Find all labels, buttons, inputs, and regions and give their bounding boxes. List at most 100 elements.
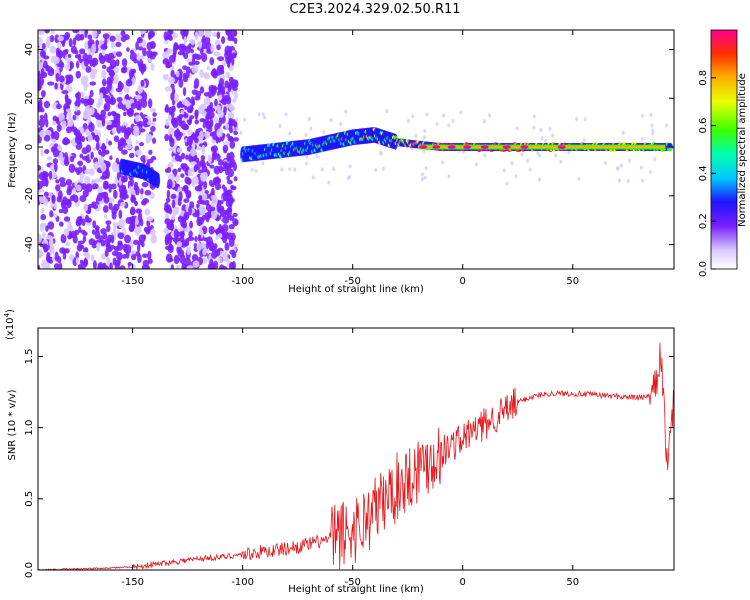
noise-cell	[200, 172, 205, 181]
noise-cell	[510, 161, 514, 166]
noise-cell	[201, 110, 207, 117]
noise-cell	[223, 106, 227, 113]
noise-cell	[212, 130, 218, 141]
noise-cell	[60, 233, 67, 244]
noise-cell	[57, 35, 64, 42]
noise-cell	[98, 156, 105, 164]
noise-cell	[168, 76, 176, 85]
noise-cell	[48, 170, 53, 180]
noise-cell	[201, 38, 205, 44]
noise-cell	[169, 222, 174, 231]
noise-cell	[217, 233, 223, 239]
noise-cell	[186, 265, 194, 269]
signal-cell	[155, 173, 160, 178]
x-tick-label: -50	[345, 577, 361, 588]
noise-cell	[65, 179, 73, 186]
noise-cell	[49, 244, 55, 255]
noise-cell	[58, 262, 63, 269]
noise-cell	[207, 90, 213, 99]
noise-cell	[183, 36, 188, 45]
noise-cell	[106, 243, 111, 252]
noise-cell	[168, 106, 174, 115]
noise-cell	[54, 251, 59, 262]
noise-cell	[194, 119, 200, 125]
noise-cell	[182, 86, 187, 97]
noise-cell	[222, 94, 230, 101]
noise-cell	[82, 231, 88, 237]
noise-cell	[232, 212, 238, 217]
noise-cell	[133, 184, 139, 191]
noise-cell	[185, 154, 189, 160]
noise-cell	[89, 121, 93, 128]
noise-cell	[199, 205, 206, 215]
noise-cell	[577, 176, 581, 181]
noise-cell	[70, 45, 77, 54]
noise-cell	[451, 118, 455, 123]
noise-cell	[81, 147, 89, 155]
noise-cell	[147, 250, 152, 261]
noise-cell	[189, 115, 195, 120]
signal-peak	[447, 145, 456, 149]
noise-cell	[82, 251, 88, 257]
noise-cell	[210, 187, 215, 197]
noise-cell	[309, 126, 313, 131]
noise-cell	[165, 63, 171, 69]
noise-cell	[198, 194, 203, 201]
noise-cell	[44, 177, 49, 187]
noise-cell	[118, 219, 125, 229]
noise-cell	[641, 113, 645, 118]
signal-cell	[668, 146, 673, 151]
y-tick-label: -20	[24, 188, 35, 204]
noise-cell	[230, 184, 235, 190]
noise-cell	[41, 259, 47, 269]
noise-cell	[582, 138, 586, 143]
noise-cell	[141, 241, 145, 248]
noise-cell	[77, 160, 84, 166]
noise-cell	[100, 145, 107, 150]
noise-cell	[176, 241, 183, 248]
noise-cell	[344, 109, 348, 114]
noise-cell	[67, 53, 72, 58]
noise-cell	[200, 103, 207, 109]
noise-cell	[423, 129, 427, 134]
noise-cell	[128, 69, 134, 80]
noise-cell	[232, 98, 237, 104]
noise-cell	[44, 129, 52, 137]
noise-cell	[167, 257, 174, 263]
noise-cell	[94, 229, 100, 240]
noise-cell	[135, 250, 141, 257]
noise-cell	[101, 262, 107, 269]
noise-cell	[221, 36, 226, 45]
noise-cell	[79, 172, 84, 182]
noise-cell	[83, 98, 89, 107]
snr-series-line	[38, 342, 674, 570]
noise-cell	[64, 48, 69, 54]
noise-cell	[109, 59, 117, 69]
noise-cell	[213, 51, 221, 57]
noise-cell	[177, 215, 182, 223]
noise-cell	[38, 182, 41, 191]
noise-cell	[59, 181, 67, 188]
noise-cell	[171, 214, 176, 220]
noise-cell	[82, 82, 89, 88]
noise-cell	[56, 103, 62, 110]
noise-cell	[228, 111, 235, 120]
noise-cell	[100, 175, 108, 180]
noise-cell	[197, 216, 205, 225]
noise-cell	[125, 100, 132, 107]
noise-cell	[186, 248, 191, 256]
noise-cell	[115, 41, 122, 48]
noise-cell	[221, 250, 229, 259]
noise-cell	[76, 243, 83, 252]
noise-cell	[102, 232, 108, 240]
noise-cell	[102, 64, 107, 70]
page-title: C2E3.2024.329.02.50.R11	[289, 2, 461, 17]
x-tick-label: -150	[121, 276, 144, 287]
noise-cell	[193, 60, 200, 66]
noise-cell	[539, 128, 543, 133]
noise-cell	[604, 161, 608, 166]
noise-cell	[91, 201, 97, 207]
noise-cell	[133, 239, 139, 245]
noise-cell	[90, 151, 94, 160]
noise-cell	[201, 144, 206, 155]
